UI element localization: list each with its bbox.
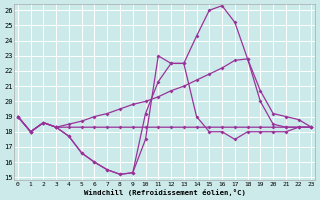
X-axis label: Windchill (Refroidissement éolien,°C): Windchill (Refroidissement éolien,°C) <box>84 189 245 196</box>
